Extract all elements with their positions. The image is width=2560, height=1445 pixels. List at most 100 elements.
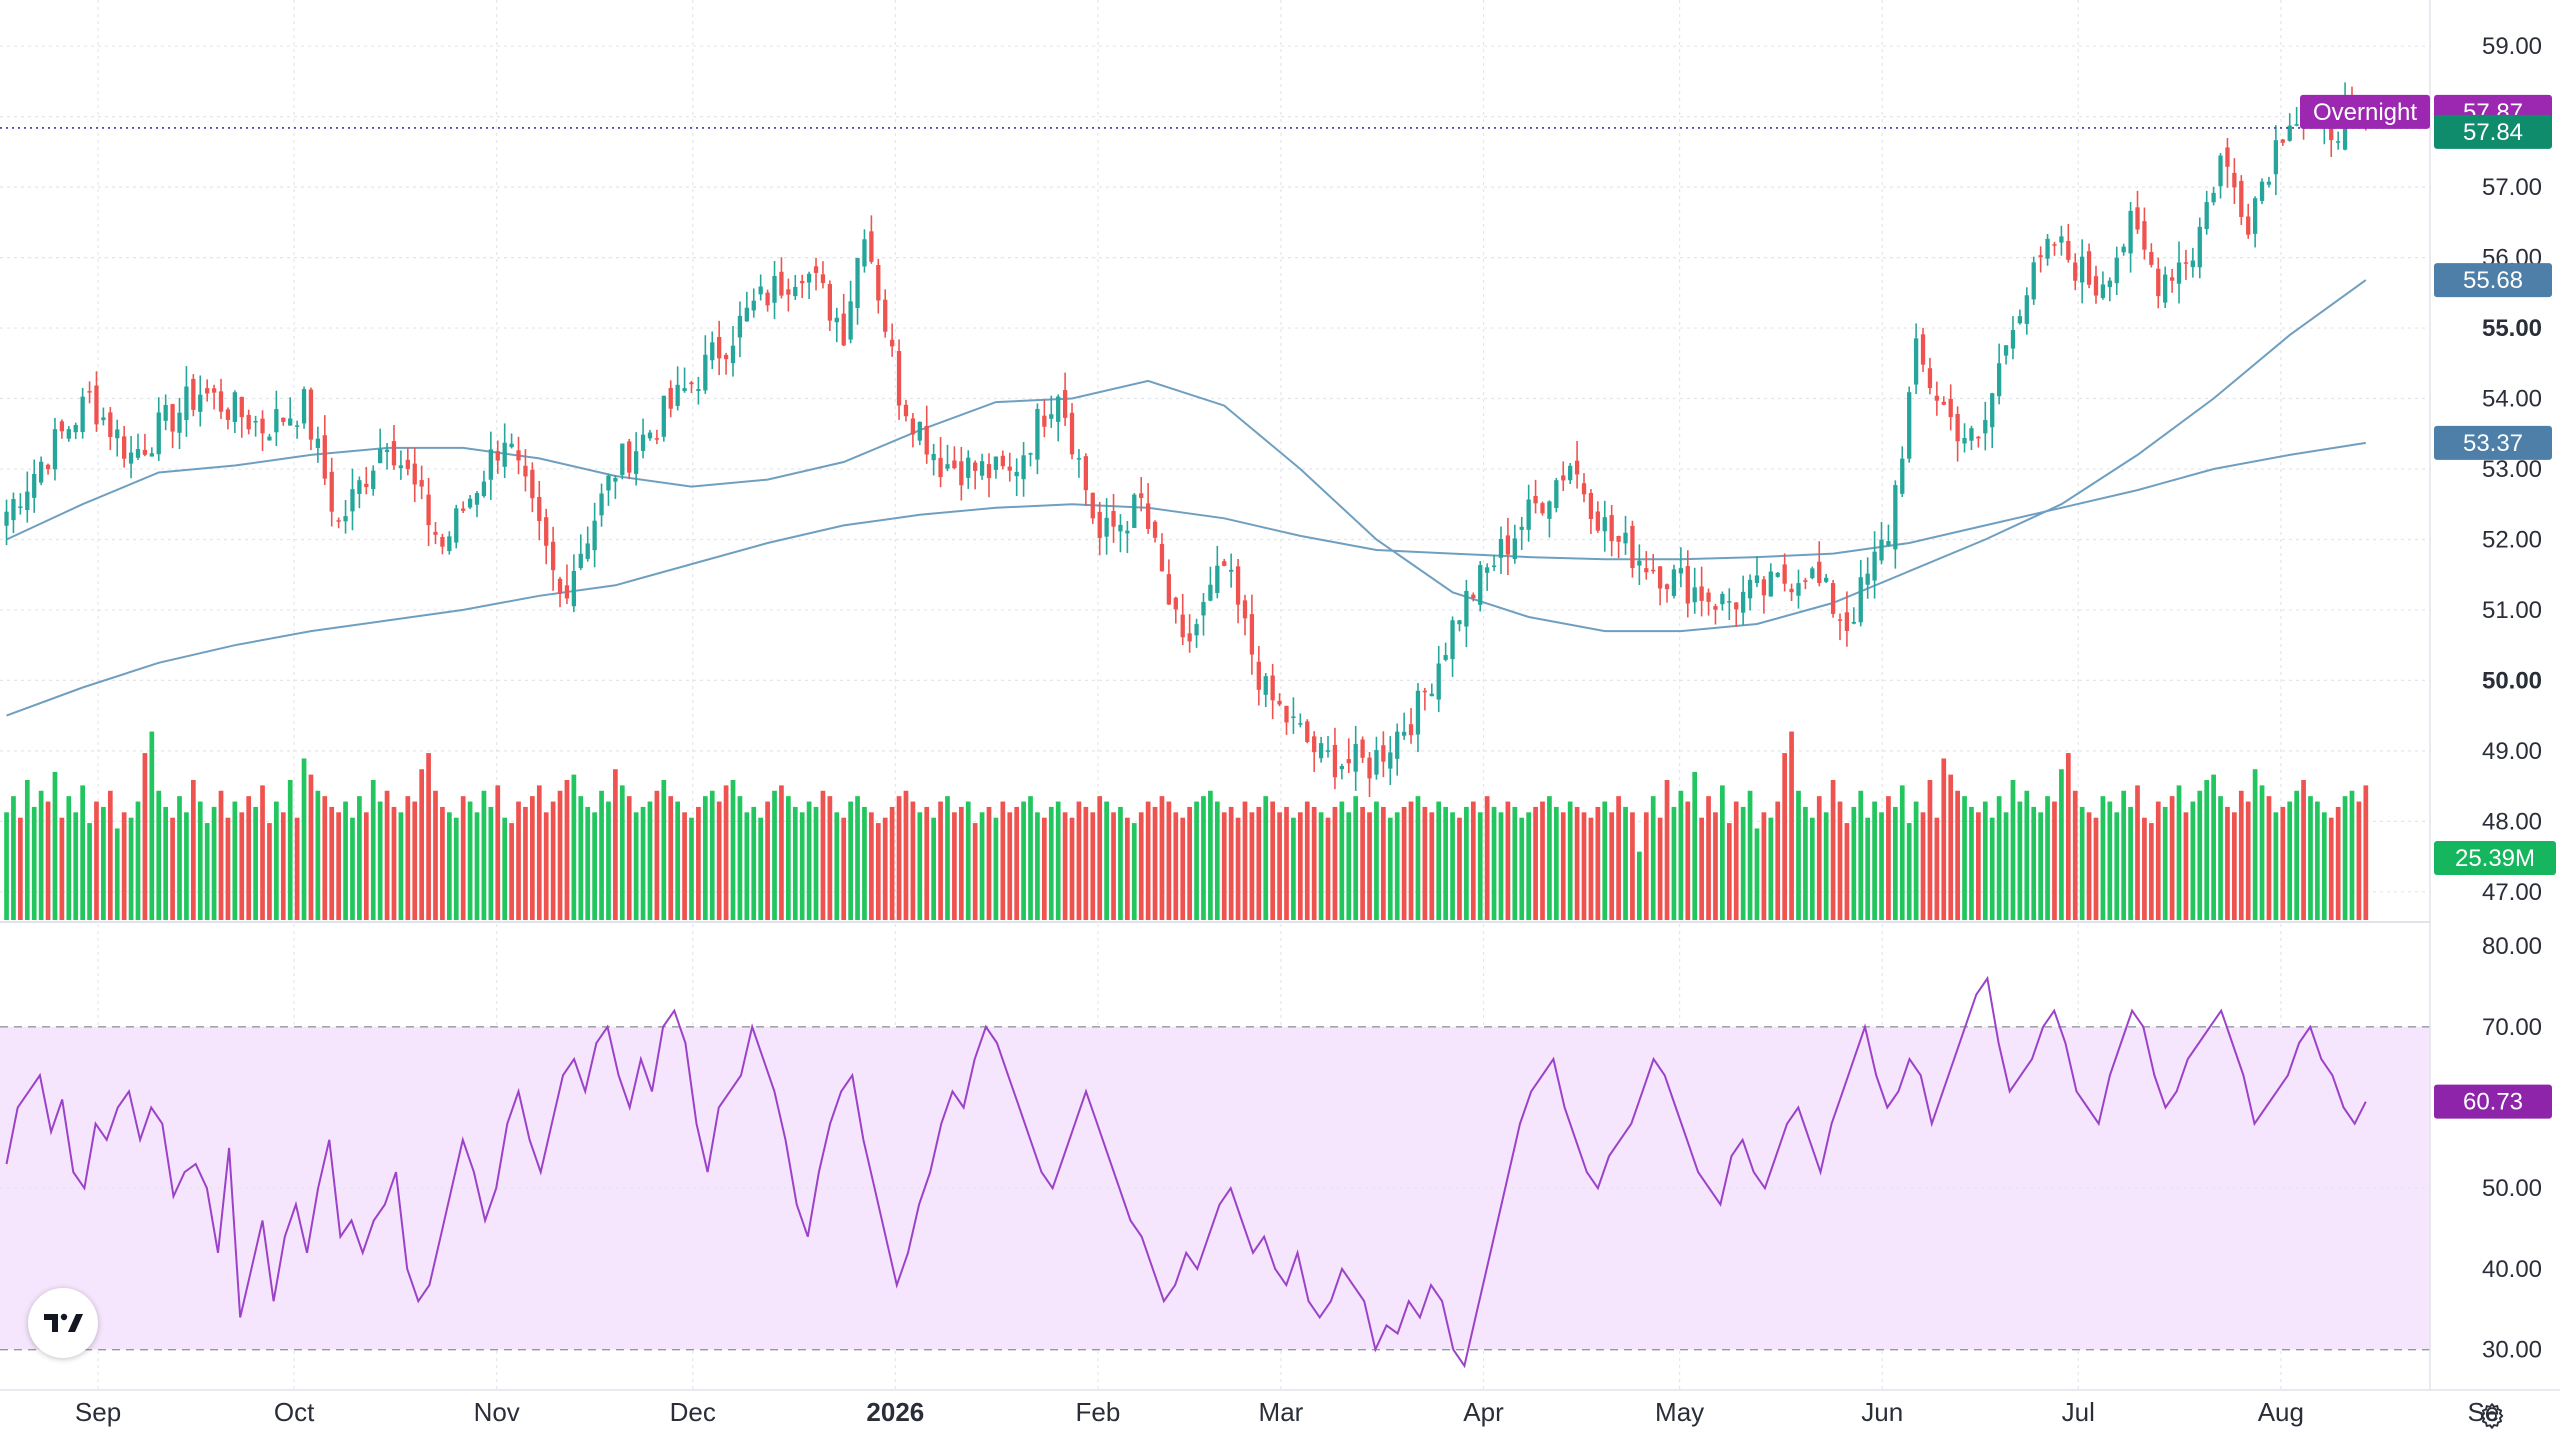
volume-bar (260, 785, 265, 920)
candle-body (1374, 750, 1379, 775)
volume-bar (370, 780, 376, 920)
candle-body (744, 307, 749, 322)
volume-bar (211, 806, 217, 920)
volume-bar (1498, 812, 1504, 920)
candle (267, 433, 272, 441)
candle (537, 481, 542, 541)
candle (1152, 520, 1158, 543)
volume-bar (2197, 790, 2203, 920)
volume-bar (232, 801, 238, 920)
volume-bar (357, 796, 362, 920)
volume-bar (1526, 812, 1532, 920)
price-tick-label: 48.00 (2482, 808, 2542, 835)
volume-bar (1982, 801, 1988, 920)
candle (1692, 567, 1697, 614)
candle (2107, 277, 2112, 302)
volume-bar (779, 785, 784, 920)
candle (1796, 569, 1801, 609)
candle-body (2156, 268, 2161, 297)
tradingview-logo[interactable] (28, 1288, 98, 1358)
candle-body (1450, 620, 1455, 660)
volume-bar (474, 812, 480, 920)
candle-body (1886, 541, 1891, 546)
volume-bar (1180, 817, 1186, 920)
candle-body (2225, 147, 2230, 167)
volume-bar (1097, 796, 1103, 920)
candle (1588, 488, 1594, 535)
volume-bar (1726, 823, 1732, 920)
candle (2010, 316, 2016, 360)
candle (1201, 593, 1206, 636)
volume-bar (1927, 780, 1933, 920)
candle-body (537, 496, 542, 522)
volume-bar (2024, 790, 2030, 920)
candle (1754, 556, 1760, 588)
candle (2280, 138, 2285, 146)
candle-body (2239, 180, 2244, 217)
candle (115, 419, 120, 457)
candle-body (1962, 438, 1967, 444)
volume-bar (274, 801, 279, 920)
volume-bar (730, 780, 736, 920)
candle (883, 289, 888, 338)
candle-body (52, 429, 58, 470)
volume-bar (52, 771, 58, 920)
candle (1865, 557, 1870, 599)
candle-body (696, 389, 701, 392)
volume-bar (2038, 812, 2043, 920)
volume-bar (1436, 801, 1442, 920)
volume-bar (502, 817, 508, 920)
overnight-label-text: Overnight (2313, 99, 2417, 126)
price-tick-label: 49.00 (2482, 738, 2542, 765)
candle (952, 446, 957, 470)
volume-bar (2017, 801, 2023, 920)
volume-bar (1090, 812, 1096, 920)
volume-bar (467, 801, 473, 920)
candle-body (1948, 398, 1953, 418)
volume-bar (1892, 806, 1898, 920)
volume-bar (827, 796, 833, 920)
overnight-label-bg (2300, 94, 2430, 129)
candle (2204, 190, 2209, 235)
ma-fast-badge: 55.68 (2434, 263, 2552, 298)
volume-bar (1934, 817, 1940, 920)
volume-bar (156, 790, 162, 920)
volume-bar (163, 806, 169, 920)
volume-bar (1360, 806, 1365, 920)
candle-body (751, 300, 756, 311)
volume-bar (848, 801, 853, 920)
volume-bar (737, 796, 743, 920)
candle-body (1284, 705, 1289, 723)
candle (1900, 446, 1905, 497)
candle-body (855, 258, 860, 308)
candle (1644, 551, 1649, 580)
chart-settings-button[interactable] (2468, 1392, 2516, 1440)
candle-body (1222, 561, 1227, 566)
candle (391, 425, 397, 470)
candle (488, 431, 493, 500)
volume-bar (433, 790, 438, 920)
candle (1927, 357, 1933, 395)
volume-bar (280, 812, 286, 920)
candle-body (966, 457, 971, 478)
volume-bar (1138, 812, 1144, 920)
candle-body (889, 339, 895, 347)
candle-body (730, 345, 736, 364)
candle (779, 257, 784, 299)
candle (59, 419, 65, 439)
candle (1388, 736, 1393, 786)
candle (751, 288, 756, 318)
candle-body (25, 491, 30, 510)
candle (640, 418, 646, 459)
candle-body (1408, 724, 1414, 736)
volume-bar (751, 806, 757, 920)
volume-bar (2176, 785, 2182, 920)
candle-body (122, 436, 127, 459)
candle-body (2003, 345, 2009, 356)
volume-bar (336, 812, 341, 920)
volume-bar (910, 801, 916, 920)
volume-bar (1567, 801, 1573, 920)
candle (1173, 596, 1178, 624)
